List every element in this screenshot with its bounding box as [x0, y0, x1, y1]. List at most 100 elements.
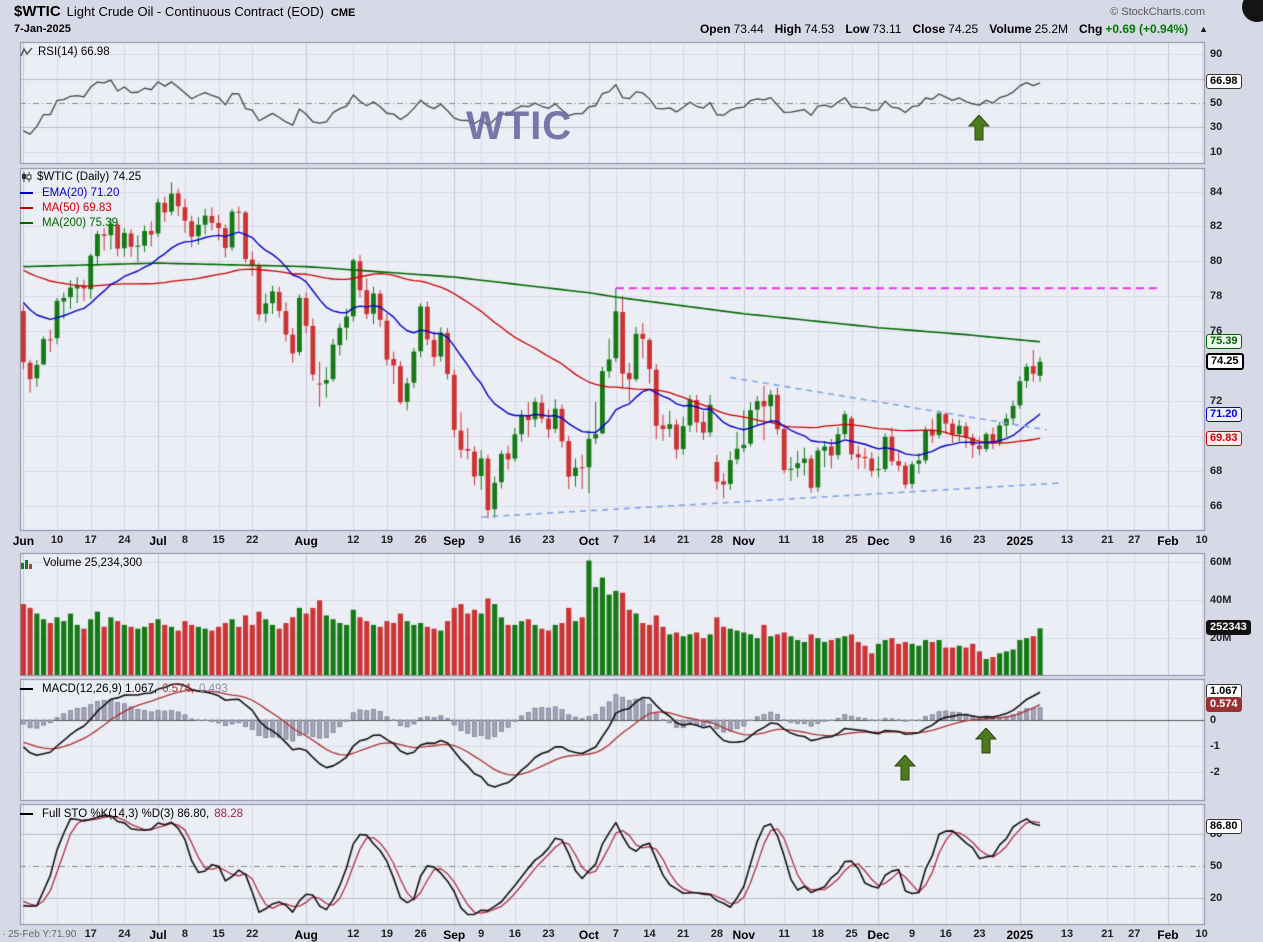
x-axis-tick: Sep	[443, 928, 466, 942]
x-axis-tick: 25	[845, 928, 858, 940]
x-axis-tick: 8	[181, 534, 189, 546]
high-quote: High 74.53	[775, 22, 835, 36]
buy-signal-arrow	[975, 726, 998, 754]
x-axis-tick: 17	[84, 928, 97, 940]
x-axis-tick: 18	[811, 534, 824, 546]
price-badge: 1.067	[1206, 683, 1242, 699]
y-axis-tick: -1	[1210, 739, 1220, 752]
y-axis-tick: 50	[1210, 860, 1223, 873]
x-axis-tick: 17	[84, 534, 97, 546]
x-axis-tick: 23	[973, 928, 986, 940]
x-axis-tick: 21	[677, 928, 690, 940]
change-label: Chg	[1079, 22, 1103, 36]
symbol-watermark: WTIC	[466, 104, 573, 148]
x-axis-tick: 10	[50, 534, 64, 546]
x-axis-tick: Aug	[294, 534, 318, 548]
x-axis-tick: 27	[1128, 928, 1141, 940]
high-value: 74.53	[804, 22, 835, 36]
x-axis-tick: Jul	[149, 534, 167, 548]
y-axis-tick: 20M	[1210, 632, 1232, 645]
x-axis-tick: Oct	[578, 534, 599, 548]
ma50-legend-label: MA(50) 69.83	[42, 202, 112, 214]
corner-icon[interactable]	[1242, 0, 1263, 22]
chart-date: 7-Jan-2025	[14, 23, 71, 35]
price-badge: 69.83	[1206, 430, 1242, 446]
buy-signal-arrow	[968, 114, 991, 141]
x-axis-tick: 23	[973, 534, 986, 546]
low-value: 73.11	[872, 22, 902, 36]
y-axis-tick: 72	[1210, 394, 1223, 407]
y-axis-tick: 78	[1210, 290, 1223, 303]
x-axis-tick: 14	[643, 928, 656, 940]
x-axis-tick: 26	[414, 928, 427, 940]
change-up-icon: ▲	[1199, 24, 1208, 34]
ema20-legend-label: EMA(20) 71.20	[42, 187, 120, 199]
y-axis-tick: 82	[1210, 220, 1223, 233]
y-axis-tick: 30	[1210, 121, 1223, 134]
x-axis-tick: Feb	[1157, 928, 1179, 942]
candlestick-icon	[22, 172, 32, 182]
ma200-legend-label: MA(200) 75.39	[42, 217, 119, 229]
sto-icon	[20, 813, 33, 815]
change-quote: Chg +0.69 (+0.94%)	[1079, 22, 1188, 36]
buy-signal-arrow	[894, 754, 917, 781]
chart-title: Light Crude Oil - Continuous Contract (E…	[66, 4, 324, 19]
price-badge: 71.20	[1206, 406, 1242, 422]
close-quote: Close 74.25	[912, 22, 978, 36]
stockcharts-credit: © StockCharts.com	[1110, 6, 1205, 18]
x-axis-tick: 2025	[1006, 928, 1034, 942]
volume-icon	[21, 560, 32, 569]
volume-legend-value: Volume 25,234,300	[43, 557, 143, 569]
y-axis-tick: 68	[1210, 464, 1223, 477]
ma200-legend: MA(200) 75.39	[20, 217, 118, 229]
low-label: Low	[845, 22, 870, 36]
macd-icon	[20, 688, 33, 690]
x-axis-tick: Dec	[867, 534, 890, 548]
x-axis-tick: Nov	[732, 928, 756, 942]
exchange: CME	[330, 7, 356, 19]
ma200-swatch-icon	[20, 222, 33, 224]
x-axis-tick: 12	[347, 534, 360, 546]
x-axis-tick: 21	[1101, 928, 1114, 940]
x-axis-tick: 16	[508, 534, 521, 546]
open-label: Open	[699, 22, 731, 36]
x-axis-tick: 14	[643, 534, 656, 546]
macd-legend: MACD(12,26,9) 1.067, 0.574, 0.493	[20, 683, 228, 695]
symbol: $WTIC	[14, 3, 61, 20]
ma50-swatch-icon	[20, 207, 33, 209]
x-axis-tick: 7	[612, 534, 619, 546]
x-axis-tick: Aug	[294, 928, 318, 942]
y-axis-tick: 20	[1210, 892, 1223, 905]
volume-legend: Volume 25,234,300	[20, 557, 142, 569]
macd-legend-label: MACD(12,26,9) 1.067,	[42, 683, 158, 695]
y-axis-tick: 60M	[1210, 556, 1232, 569]
y-axis-tick: -2	[1210, 766, 1220, 779]
x-axis-tick: 13	[1060, 928, 1074, 940]
y-axis-tick: 50	[1210, 97, 1223, 109]
volume-value: 25.2M	[1034, 22, 1069, 36]
x-axis-tick: 18	[811, 928, 824, 940]
main-legend-symbol: $WTIC (Daily) 74.25	[20, 171, 141, 183]
sto-d-value: 88.28	[214, 808, 244, 820]
macd-signal-value: 0.574,	[162, 683, 195, 695]
x-axis-tick: 13	[1060, 534, 1074, 546]
chart-header: $WTIC Light Crude Oil - Continuous Contra…	[14, 3, 355, 21]
x-axis-tick: 10	[1195, 534, 1208, 546]
x-axis-tick: 16	[939, 928, 952, 940]
high-label: High	[774, 22, 802, 36]
x-axis-tick: 26	[414, 534, 427, 546]
x-axis-tick: 15	[212, 928, 225, 940]
footer-readout: · 25-Feb Y:71.90	[2, 929, 82, 940]
x-axis-tick: 9	[909, 928, 916, 940]
ma50-legend: MA(50) 69.83	[20, 202, 112, 214]
y-axis-tick: 80	[1210, 255, 1223, 268]
x-axis-tick: 9	[909, 534, 916, 546]
x-axis-tick: 9	[478, 928, 485, 940]
open-value: 73.44	[733, 22, 764, 36]
price-badge: 66.98	[1206, 74, 1242, 90]
x-axis-tick: 12	[347, 928, 360, 940]
